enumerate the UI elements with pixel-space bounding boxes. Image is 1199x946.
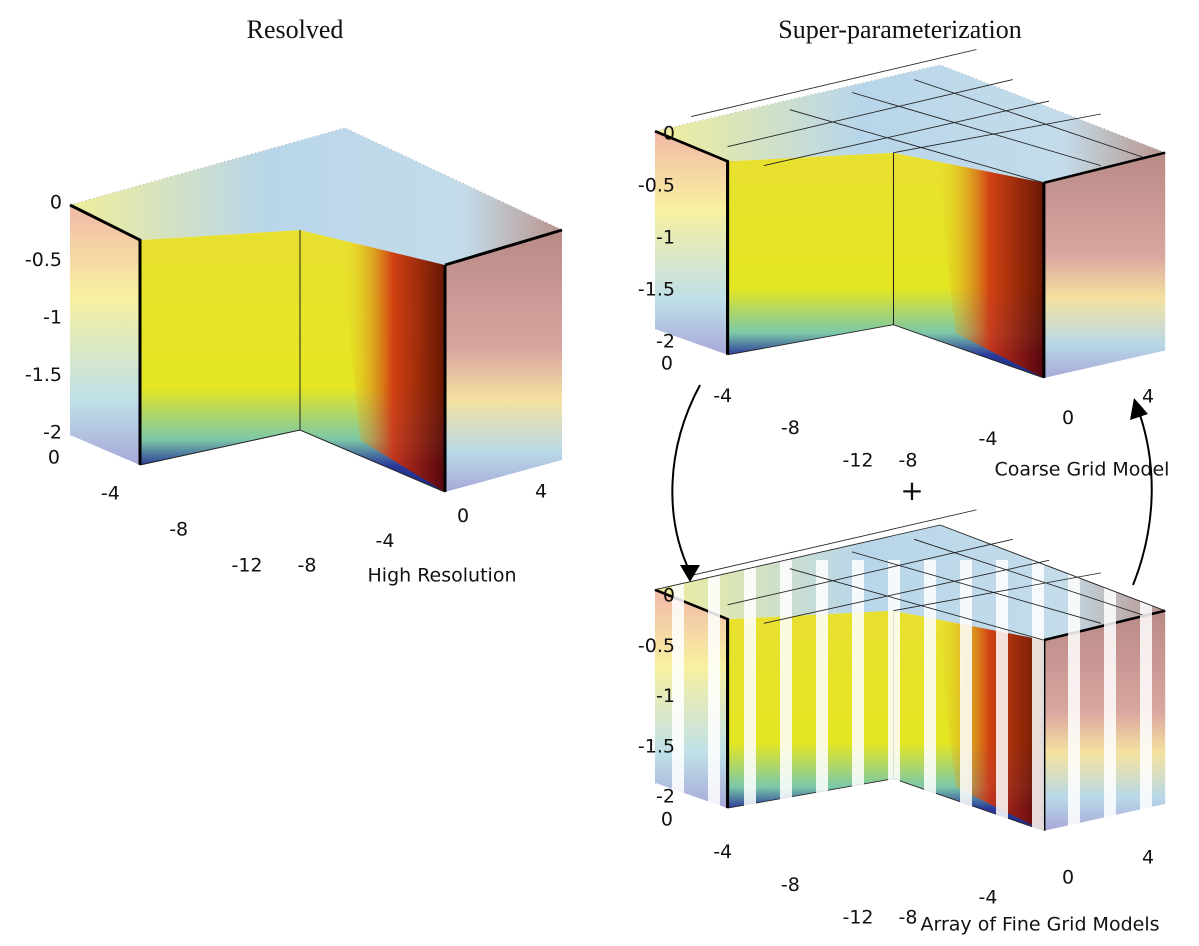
y-tick-label: -8 — [781, 417, 800, 439]
arrowhead — [680, 565, 700, 582]
z-tick-label: -1.5 — [638, 279, 675, 301]
x-tick-label: -8 — [899, 907, 918, 929]
plus-sign: + — [900, 474, 923, 507]
x-tick-label: 4 — [1142, 847, 1154, 869]
y-tick-label: -12 — [842, 450, 873, 472]
high-res-volume — [68, 126, 564, 494]
y-tick-label: -8 — [169, 519, 188, 541]
x-tick-label: -8 — [899, 450, 918, 472]
z-tick-label: -2 — [656, 786, 675, 808]
z-tick-label: -1 — [656, 685, 675, 707]
y-tick-label: -12 — [842, 907, 873, 929]
z-tick-label: 0 — [663, 585, 675, 607]
panel-title: Resolved — [247, 15, 344, 44]
x-tick-label: 0 — [1062, 867, 1074, 889]
z-tick-label: -1.5 — [25, 364, 62, 386]
coarse-grid — [691, 49, 1143, 184]
panel-title: Super-parameterization — [778, 15, 1021, 44]
arrow-down — [671, 384, 701, 573]
caption: Array of Fine Grid Models — [920, 914, 1159, 936]
y-tick-label: -4 — [713, 385, 732, 407]
fine-grid — [654, 509, 1166, 641]
arrowhead — [1130, 398, 1148, 420]
z-tick-label: -1 — [656, 227, 675, 249]
z-tick-label: 0 — [50, 192, 62, 214]
z-tick-label: -0.5 — [638, 635, 675, 657]
y-tick-label: -4 — [713, 841, 732, 863]
x-tick-label: 4 — [1142, 386, 1154, 408]
y-tick-label: 0 — [48, 447, 60, 469]
z-tick-label: -2 — [43, 422, 62, 444]
x-tick-label: -8 — [298, 555, 317, 577]
caption: High Resolution — [368, 565, 517, 587]
x-tick-label: 0 — [1062, 407, 1074, 429]
x-tick-label: -4 — [979, 887, 998, 909]
y-tick-label: -12 — [231, 555, 262, 577]
x-tick-label: 0 — [457, 505, 469, 527]
z-tick-label: -2 — [656, 331, 675, 353]
z-tick-label: -0.5 — [638, 175, 675, 197]
arrow-up — [1132, 414, 1153, 586]
x-tick-label: 4 — [535, 481, 547, 503]
slice-gaps — [650, 560, 1170, 860]
y-tick-label: -4 — [101, 483, 120, 505]
y-tick-label: 0 — [661, 809, 673, 831]
caption: Coarse Grid Model — [995, 459, 1170, 481]
x-tick-label: -4 — [979, 428, 998, 450]
y-tick-label: 0 — [661, 353, 673, 375]
y-tick-label: -8 — [781, 874, 800, 896]
z-tick-label: -1.5 — [638, 735, 675, 757]
z-tick-label: -1 — [43, 307, 62, 329]
z-tick-label: 0 — [663, 123, 675, 145]
x-tick-label: -4 — [376, 530, 395, 552]
coarse-volume — [653, 63, 1167, 380]
z-tick-label: -0.5 — [25, 249, 62, 271]
